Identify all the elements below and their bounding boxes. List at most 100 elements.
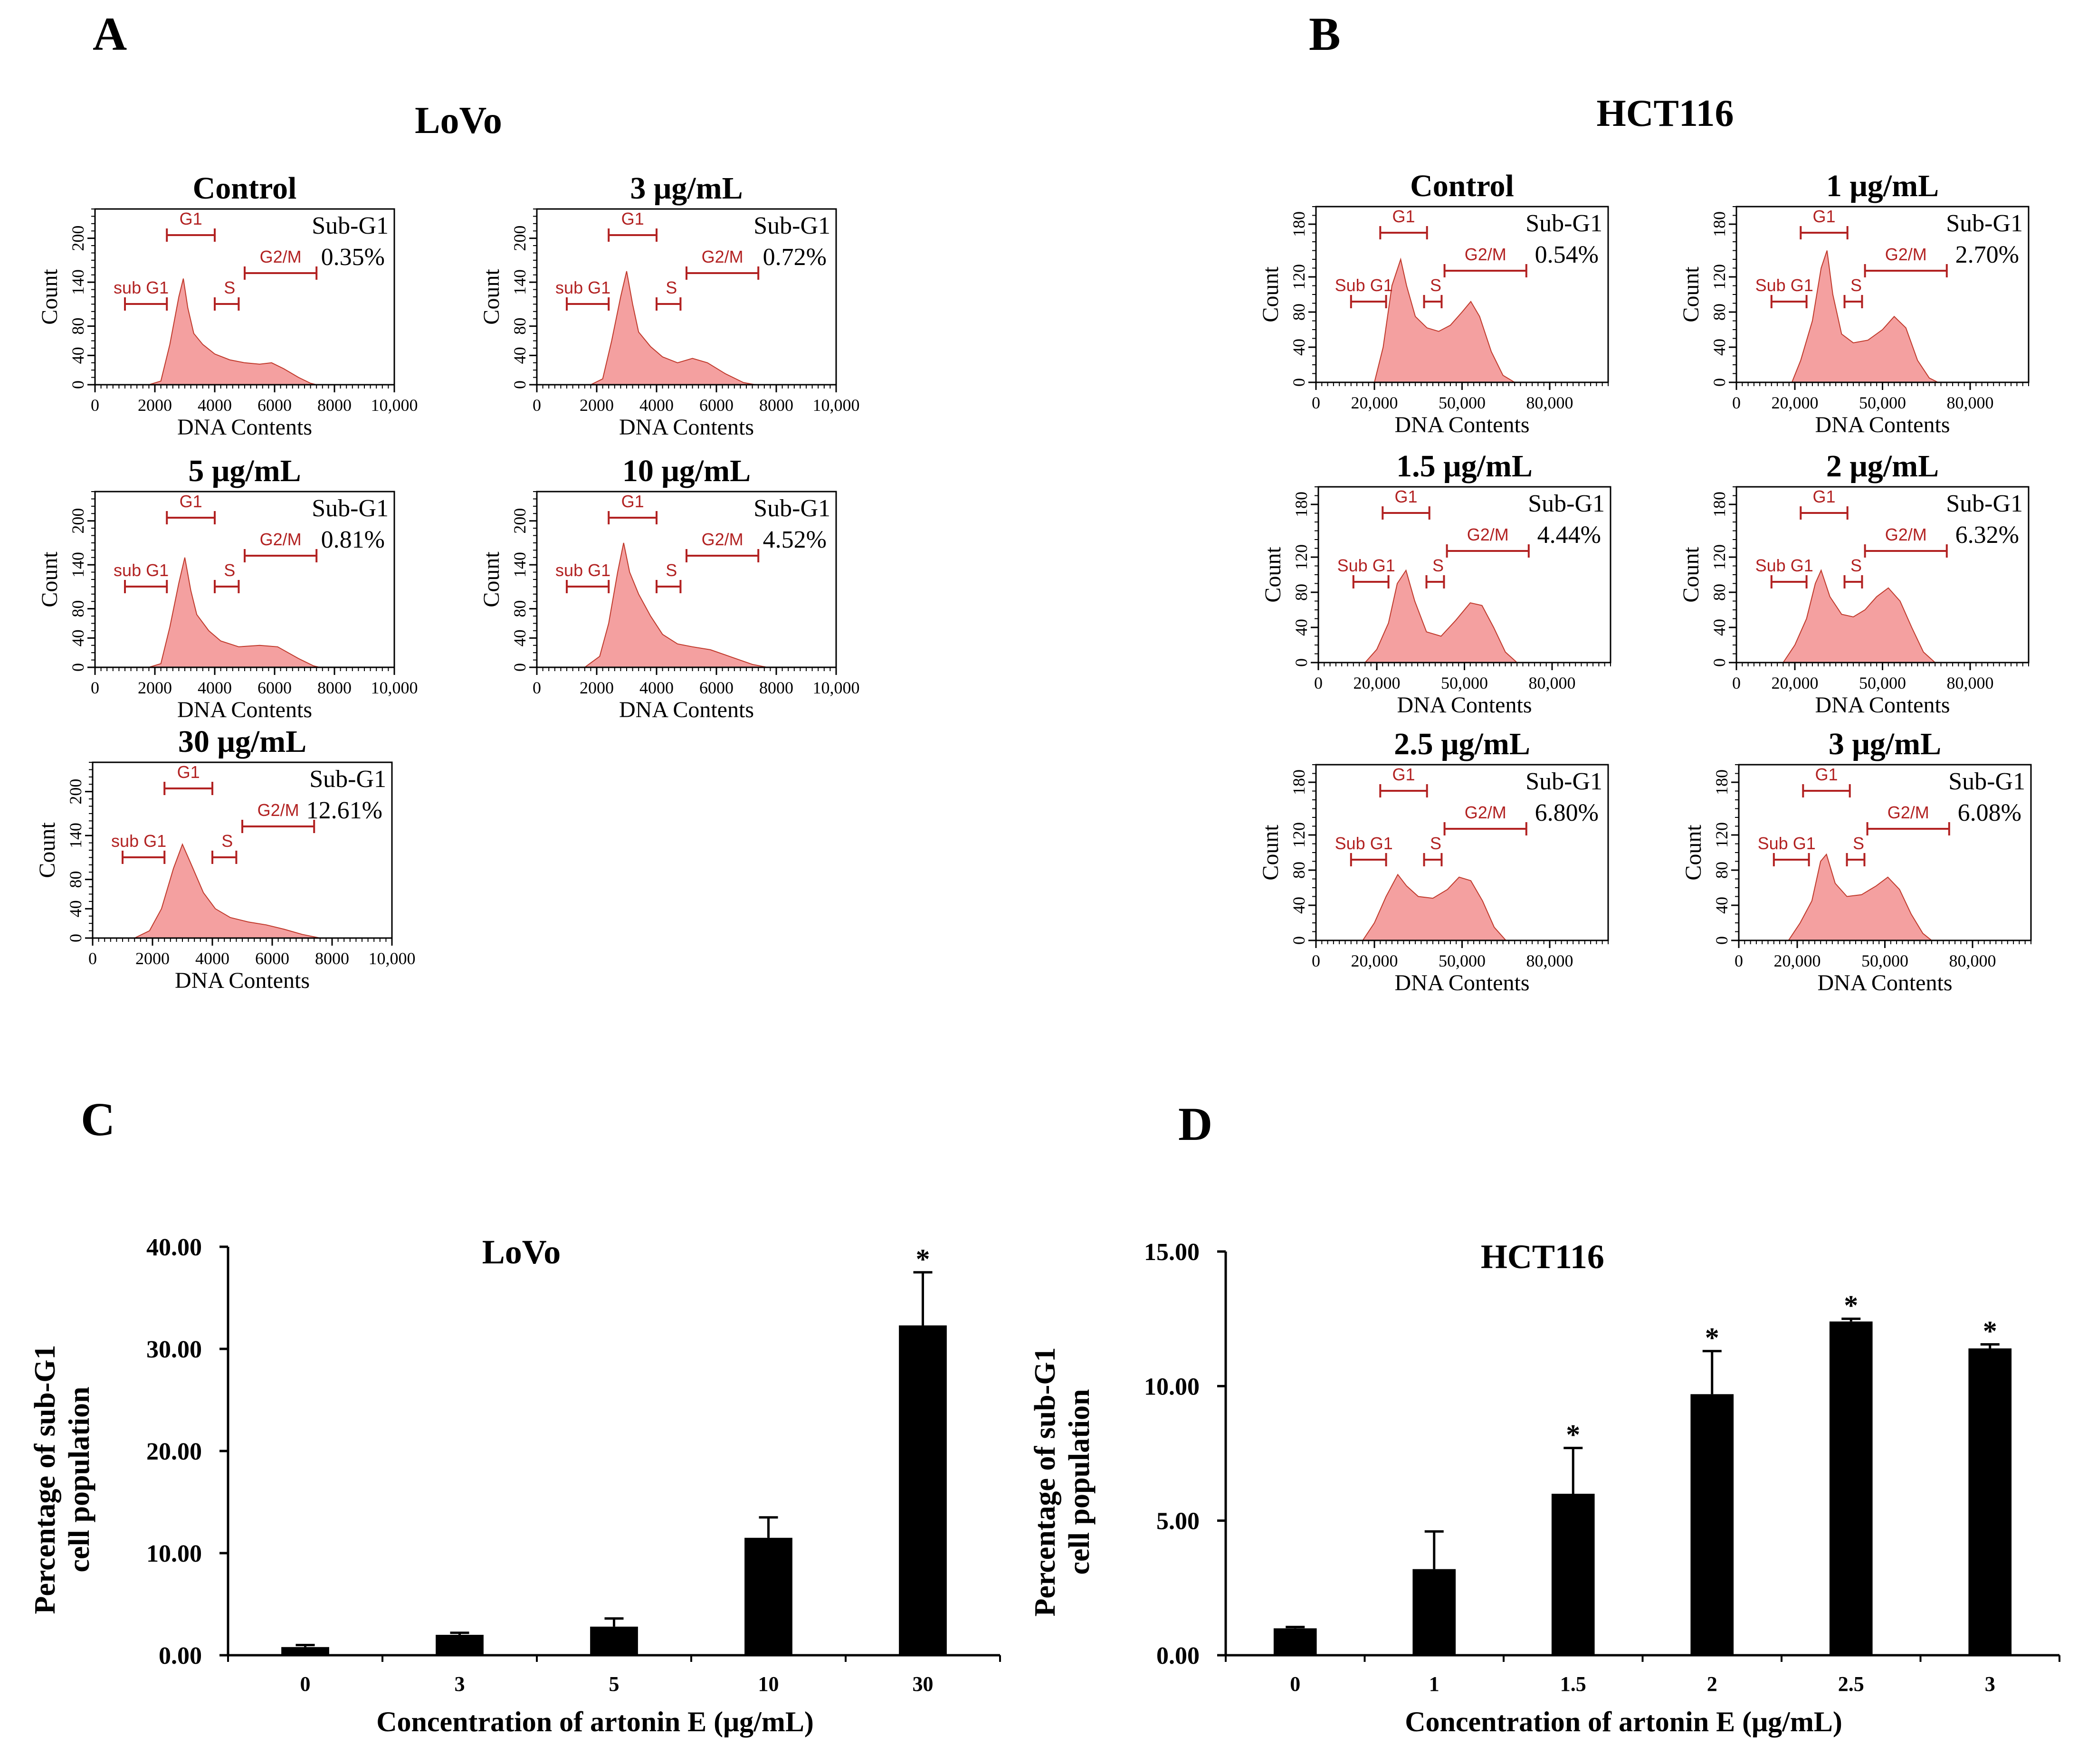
- bar-10: [744, 1537, 792, 1655]
- y-tick-label: 200: [510, 226, 529, 251]
- y-tick-label: 80: [1710, 584, 1729, 601]
- x-tick-label: 2000: [135, 949, 170, 968]
- panel-letter-d: D: [1178, 1098, 1212, 1150]
- y-axis-label: Count: [1681, 825, 1706, 881]
- bar-1.5: [1551, 1494, 1595, 1655]
- subg1-value: 4.44%: [1537, 522, 1601, 549]
- x-tick-label: 20,000: [1351, 951, 1398, 970]
- gate-g1-label: G1: [1812, 487, 1835, 506]
- x-tick-label: 10,000: [369, 949, 416, 968]
- x-axis-label: Concentration of artonin E (μg/mL): [1405, 1706, 1842, 1737]
- gate-sub-label: sub G1: [114, 278, 169, 297]
- subg1-value: 0.81%: [321, 526, 385, 553]
- histogram-title: 2 μg/mL: [1826, 449, 1939, 484]
- hct116-header: HCT116: [1597, 93, 1734, 134]
- y-tick-label: 200: [510, 508, 529, 534]
- y-axis-label: Count: [35, 822, 60, 878]
- x-tick-label: 0: [1312, 393, 1320, 412]
- gate-s-label: S: [666, 278, 677, 297]
- x-tick-label: 4000: [639, 678, 674, 697]
- x-tick-label: 4000: [198, 678, 232, 697]
- y-tick-label: 80: [510, 600, 529, 617]
- gate-sub-label: sub G1: [555, 278, 610, 297]
- x-tick-label: 1.5: [1560, 1672, 1586, 1696]
- y-tick-label: 180: [1289, 211, 1308, 237]
- y-tick-label: 120: [1710, 544, 1729, 570]
- subg1-label: Sub-G1: [753, 212, 830, 239]
- x-tick-label: 20,000: [1772, 673, 1819, 692]
- y-tick-label: 15.00: [1144, 1239, 1200, 1266]
- y-tick-label: 80: [1289, 862, 1308, 879]
- x-tick-label: 8000: [759, 396, 793, 415]
- y-tick-label: 0.00: [1156, 1642, 1200, 1669]
- hct116-histogram-grid: Control Sub-G1 0.54% Sub G1 G1 S G2/M 0 20,000 50…: [1258, 169, 2032, 996]
- gate-sub-label: Sub G1: [1755, 556, 1813, 575]
- y-axis-label: Count: [1678, 266, 1704, 322]
- x-tick-label: 0: [1314, 673, 1323, 692]
- histogram-5: 3 μg/mL Sub-G1 6.08% Sub G1 G1 S G2/M 0 20,000 50…: [1681, 727, 2032, 996]
- y-tick-label: 10.00: [1144, 1373, 1200, 1400]
- bar-5: [590, 1626, 638, 1655]
- y-tick-label: 40.00: [146, 1234, 202, 1261]
- x-tick-label: 0: [1732, 393, 1741, 412]
- x-tick-label: 50,000: [1859, 673, 1906, 692]
- x-axis-label: DNA Contents: [1815, 692, 1950, 718]
- x-tick-label: 0: [91, 678, 99, 697]
- significance-marker: *: [916, 1243, 930, 1275]
- x-tick-label: 20,000: [1774, 951, 1821, 970]
- y-tick-label: 140: [510, 552, 529, 578]
- gate-sub-label: Sub G1: [1335, 275, 1393, 295]
- gate-sub-label: sub G1: [114, 560, 169, 580]
- gate-g1-label: G1: [1812, 207, 1835, 226]
- x-axis-label: DNA Contents: [619, 697, 754, 722]
- subg1-value: 12.61%: [306, 797, 382, 824]
- y-tick-label: 10.00: [146, 1540, 202, 1567]
- x-tick-label: 20,000: [1351, 393, 1398, 412]
- gate-s-label: S: [1850, 556, 1862, 575]
- x-tick-label: 50,000: [1439, 393, 1486, 412]
- gate-s-label: S: [1430, 275, 1441, 295]
- y-tick-label: 80: [510, 318, 529, 335]
- x-tick-label: 6000: [257, 396, 292, 415]
- y-tick-label: 40: [1710, 619, 1729, 636]
- gate-g1-label: G1: [621, 209, 644, 228]
- subg1-value: 2.70%: [1955, 241, 2019, 268]
- gate-g2m-label: G2/M: [260, 247, 302, 266]
- x-tick-label: 8000: [315, 949, 349, 968]
- gate-g1-label: G1: [177, 762, 200, 782]
- x-tick-label: 50,000: [1439, 951, 1486, 970]
- x-axis-label: DNA Contents: [619, 415, 754, 440]
- gate-g1-label: G1: [180, 209, 202, 228]
- y-tick-label: 40: [68, 629, 87, 646]
- subg1-label: Sub-G1: [1528, 490, 1605, 517]
- y-tick-label: 30.00: [146, 1336, 202, 1363]
- x-tick-label: 80,000: [1526, 393, 1573, 412]
- y-tick-label: 140: [68, 552, 87, 578]
- x-axis-label: DNA Contents: [177, 697, 312, 722]
- gate-sub-label: Sub G1: [1755, 275, 1813, 295]
- lovo-header: LoVo: [415, 100, 502, 142]
- subg1-label: Sub-G1: [1946, 210, 2023, 237]
- bar-3: [436, 1635, 484, 1655]
- subg1-label: Sub-G1: [309, 766, 386, 793]
- x-tick-label: 0: [91, 396, 99, 415]
- y-tick-label: 40: [1289, 897, 1308, 914]
- subg1-value: 6.32%: [1955, 522, 2019, 549]
- subg1-value: 0.72%: [763, 244, 827, 271]
- x-tick-label: 80,000: [1526, 951, 1573, 970]
- y-tick-label: 80: [1289, 303, 1308, 321]
- x-tick-label: 4000: [195, 949, 229, 968]
- histogram-curve: [95, 278, 317, 385]
- x-tick-label: 10,000: [371, 678, 418, 697]
- y-axis-label: Count: [479, 551, 504, 607]
- gate-g1-label: G1: [1392, 765, 1415, 784]
- x-axis-label: Concentration of artonin E (μg/mL): [376, 1706, 814, 1737]
- lovo-bar-chart: LoVo 0.00 10.00 20.00 30.00 40.00 0 3 5 10 * 30 Conc…: [29, 1233, 1001, 1737]
- bar-30: [899, 1325, 947, 1655]
- x-tick-label: 4000: [198, 396, 232, 415]
- gate-g2m-label: G2/M: [1885, 525, 1927, 544]
- y-axis-label-line: Percentage of sub-G1: [1029, 1347, 1061, 1616]
- x-tick-label: 80,000: [1949, 951, 1996, 970]
- y-tick-label: 120: [1712, 822, 1731, 848]
- gate-g2m-label: G2/M: [1465, 245, 1506, 264]
